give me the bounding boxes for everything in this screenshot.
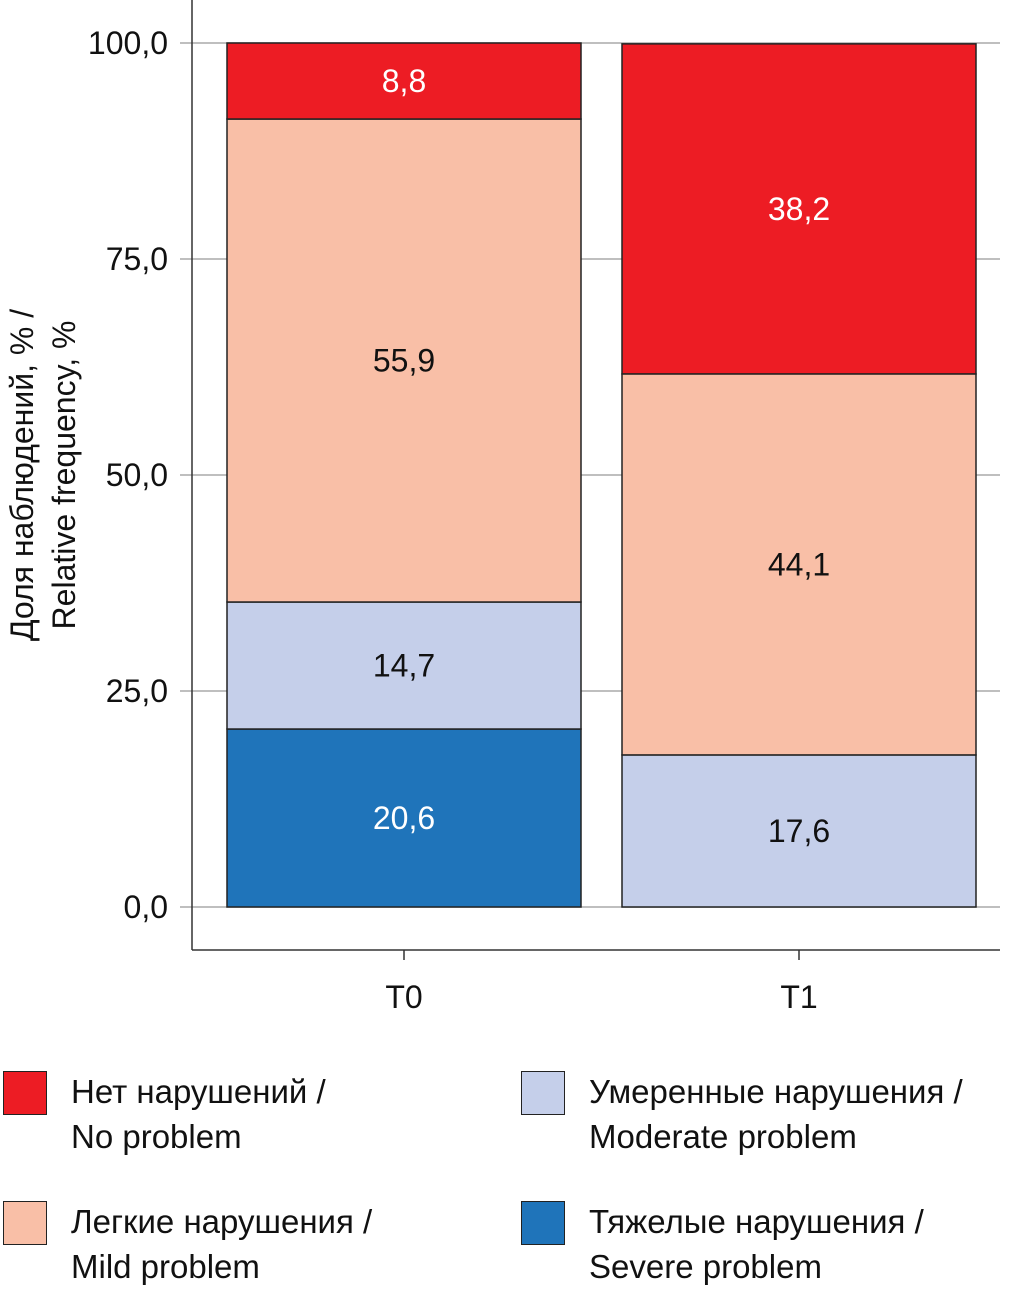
legend-label: Умеренные нарушения / Moderate problem (589, 1069, 963, 1159)
legend-swatch (3, 1071, 47, 1115)
legend-swatch (521, 1071, 565, 1115)
bar-segment (621, 373, 977, 756)
y-axis-label: Доля наблюдений, % / Relative frequency, … (4, 309, 82, 641)
y-tick-label: 50,0 (106, 457, 168, 493)
x-tick-label: T0 (385, 979, 422, 1015)
legend-label-line: Severe problem (589, 1248, 822, 1285)
legend-label-line: No problem (71, 1118, 242, 1155)
bar-segment (226, 601, 582, 730)
stacked-bar-chart: 0,0 25,0 50,0 75,0 100,0 T0 20,6 14,7 55,9 8,8 T1 1… (4, 0, 1000, 1015)
data-label: 55,9 (373, 343, 435, 379)
data-label: 14,7 (373, 648, 435, 684)
legend-label: Нет нарушений / No problem (71, 1069, 326, 1159)
y-tick-label: 0,0 (124, 889, 168, 925)
legend-label-line: Mild problem (71, 1248, 260, 1285)
legend-swatch (521, 1201, 565, 1245)
legend-label: Тяжелые нарушения / Severe problem (589, 1199, 924, 1289)
y-tick-label: 25,0 (106, 673, 168, 709)
legend-item: Умеренные нарушения / Moderate problem (521, 1071, 963, 1155)
y-tick-label: 100,0 (88, 25, 168, 61)
legend-item: Тяжелые нарушения / Severe problem (521, 1201, 924, 1285)
legend-label: Легкие нарушения / Mild problem (71, 1199, 372, 1289)
data-label: 20,6 (373, 800, 435, 836)
bar-segment (226, 728, 582, 908)
bar-segment (226, 42, 582, 120)
bar-segment (621, 754, 977, 908)
legend-label-line: Нет нарушений / (71, 1073, 326, 1110)
data-label: 44,1 (768, 546, 830, 582)
legend-label-line: Тяжелые нарушения / (589, 1203, 924, 1240)
legend-item: Нет нарушений / No problem (3, 1071, 326, 1155)
legend-label-line: Умеренные нарушения / (589, 1073, 963, 1110)
data-label: 8,8 (382, 63, 426, 99)
x-tick-label: T1 (780, 979, 817, 1015)
legend-label-line: Легкие нарушения / (71, 1203, 373, 1240)
y-axis-label-line: Relative frequency, % (46, 321, 82, 630)
bar-segment (621, 43, 977, 375)
data-label: 17,6 (768, 813, 830, 849)
legend-label-line: Moderate problem (589, 1118, 857, 1155)
legend-swatch (3, 1201, 47, 1245)
data-label: 38,2 (768, 191, 830, 227)
y-axis-label-line: Доля наблюдений, % / (4, 309, 40, 641)
legend-item: Легкие нарушения / Mild problem (3, 1201, 372, 1285)
bar-segment (226, 118, 582, 603)
y-tick-label: 75,0 (106, 241, 168, 277)
